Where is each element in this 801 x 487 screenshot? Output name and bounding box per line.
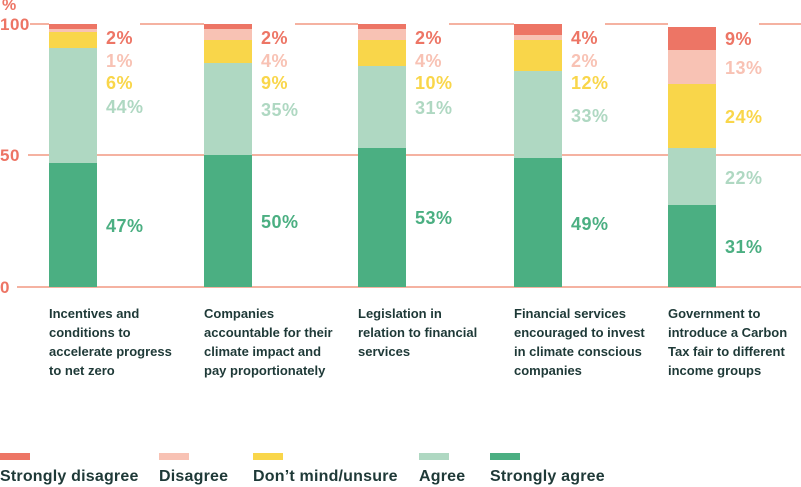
legend-swatch-disagree xyxy=(159,453,189,460)
value-label-strongly-agree: 53% xyxy=(415,208,453,229)
bar-segment-disagree xyxy=(204,29,252,40)
value-label-disagree: 4% xyxy=(415,50,443,71)
bar-segment-don-t-mind-unsure xyxy=(514,39,562,72)
bar-segment-disagree xyxy=(49,29,97,32)
bar-segment-strongly-agree xyxy=(204,155,252,287)
gridline-100-segment xyxy=(30,23,49,25)
bar-segment-strongly-agree xyxy=(514,158,562,287)
bar-financial-services xyxy=(514,24,562,287)
value-label-don-t-mind-unsure: 10% xyxy=(415,73,453,93)
legend-label-strongly-agree: Strongly agree xyxy=(490,468,605,485)
value-label-strongly-agree: 50% xyxy=(261,212,299,233)
value-label-agree: 33% xyxy=(571,105,609,126)
y-axis-tick-100: 100 xyxy=(0,15,30,34)
gridline-100-segment xyxy=(605,23,668,25)
legend-swatch-strongly-agree xyxy=(490,453,520,460)
bar-segment-agree xyxy=(204,63,252,156)
value-label-strongly-agree: 49% xyxy=(571,213,609,234)
bar-segment-strongly-disagree xyxy=(204,24,252,30)
legend-label-don-t-mind-unsure: Don’t mind/unsure xyxy=(253,468,398,485)
bar-segment-don-t-mind-unsure xyxy=(358,39,406,67)
legend-swatch-don-t-mind-unsure xyxy=(253,453,283,460)
gridline-50 xyxy=(28,154,801,156)
legend-item-agree: Agree xyxy=(419,453,465,486)
value-label-don-t-mind-unsure: 12% xyxy=(571,73,609,93)
legend-item-strongly-disagree: Strongly disagree xyxy=(0,453,139,486)
value-label-strongly-disagree: 2% xyxy=(415,28,443,48)
category-label-incentives-and: Incentives and conditions to accelerate pr… xyxy=(49,306,172,378)
legend-label-disagree: Disagree xyxy=(159,468,229,485)
gridline-100-segment xyxy=(140,23,204,25)
value-label-strongly-disagree: 4% xyxy=(571,28,599,48)
legend-item-strongly-agree: Strongly agree xyxy=(490,453,605,486)
bar-segment-disagree xyxy=(668,50,716,85)
bar-segment-agree xyxy=(358,66,406,148)
value-label-agree: 44% xyxy=(106,96,144,117)
value-label-disagree: 1% xyxy=(106,50,134,71)
value-label-agree: 22% xyxy=(725,167,763,188)
value-label-disagree: 2% xyxy=(571,50,599,71)
y-axis-unit-label: % xyxy=(2,0,17,14)
bar-segment-don-t-mind-unsure xyxy=(49,31,97,48)
bar-segment-agree xyxy=(514,71,562,159)
value-label-don-t-mind-unsure: 9% xyxy=(261,73,289,93)
legend-swatch-strongly-disagree xyxy=(0,453,30,460)
bar-segment-agree xyxy=(49,47,97,164)
bar-segment-strongly-disagree xyxy=(514,24,562,35)
bar-segment-disagree xyxy=(514,34,562,40)
y-axis-tick-50: 50 xyxy=(0,146,20,165)
value-label-don-t-mind-unsure: 24% xyxy=(725,107,763,128)
bar-segment-strongly-agree xyxy=(49,163,97,287)
gridline-100-segment xyxy=(759,23,801,25)
bar-segment-strongly-disagree xyxy=(668,26,716,51)
bar-segment-disagree xyxy=(358,29,406,40)
category-label-financial-services: Financial services encouraged to invest in… xyxy=(514,306,645,378)
bar-segment-strongly-agree xyxy=(668,205,716,287)
category-label-companies-accountable: Companies accountable for their climate im… xyxy=(204,306,333,378)
value-label-agree: 31% xyxy=(415,97,453,118)
gridline-100-segment xyxy=(295,23,358,25)
value-label-strongly-disagree: 2% xyxy=(261,28,289,48)
category-label-legislation-in: Legislation in relation to financial servi… xyxy=(358,306,478,359)
value-label-disagree: 4% xyxy=(261,50,289,71)
value-label-strongly-disagree: 2% xyxy=(106,28,134,48)
bar-segment-agree xyxy=(668,147,716,206)
legend-item-disagree: Disagree xyxy=(159,453,228,486)
bar-government-to xyxy=(668,26,716,287)
bar-legislation-in xyxy=(358,24,406,287)
y-axis-tick-0: 0 xyxy=(0,278,10,297)
value-label-disagree: 13% xyxy=(725,58,763,79)
bar-incentives-and xyxy=(49,24,97,287)
value-label-strongly-agree: 31% xyxy=(725,237,763,258)
bar-segment-don-t-mind-unsure xyxy=(668,84,716,148)
legend-label-agree: Agree xyxy=(419,468,466,485)
value-label-don-t-mind-unsure: 6% xyxy=(106,73,134,93)
category-label-government-to: Government to introduce a Carbon Tax fair … xyxy=(668,306,788,378)
legend-label-strongly-disagree: Strongly disagree xyxy=(0,468,139,485)
value-label-strongly-disagree: 9% xyxy=(725,29,753,50)
gridline-0 xyxy=(17,286,801,288)
bar-segment-strongly-agree xyxy=(358,147,406,287)
value-label-strongly-agree: 47% xyxy=(106,216,144,237)
legend-item-don-t-mind-unsure: Don’t mind/unsure xyxy=(253,453,398,486)
bar-companies-accountable xyxy=(204,24,252,287)
gridline-100-segment xyxy=(449,23,514,25)
bar-segment-don-t-mind-unsure xyxy=(204,39,252,64)
bar-segment-strongly-disagree xyxy=(358,24,406,30)
value-label-agree: 35% xyxy=(261,100,299,121)
legend-swatch-agree xyxy=(419,453,449,460)
bar-segment-strongly-disagree xyxy=(49,24,97,30)
